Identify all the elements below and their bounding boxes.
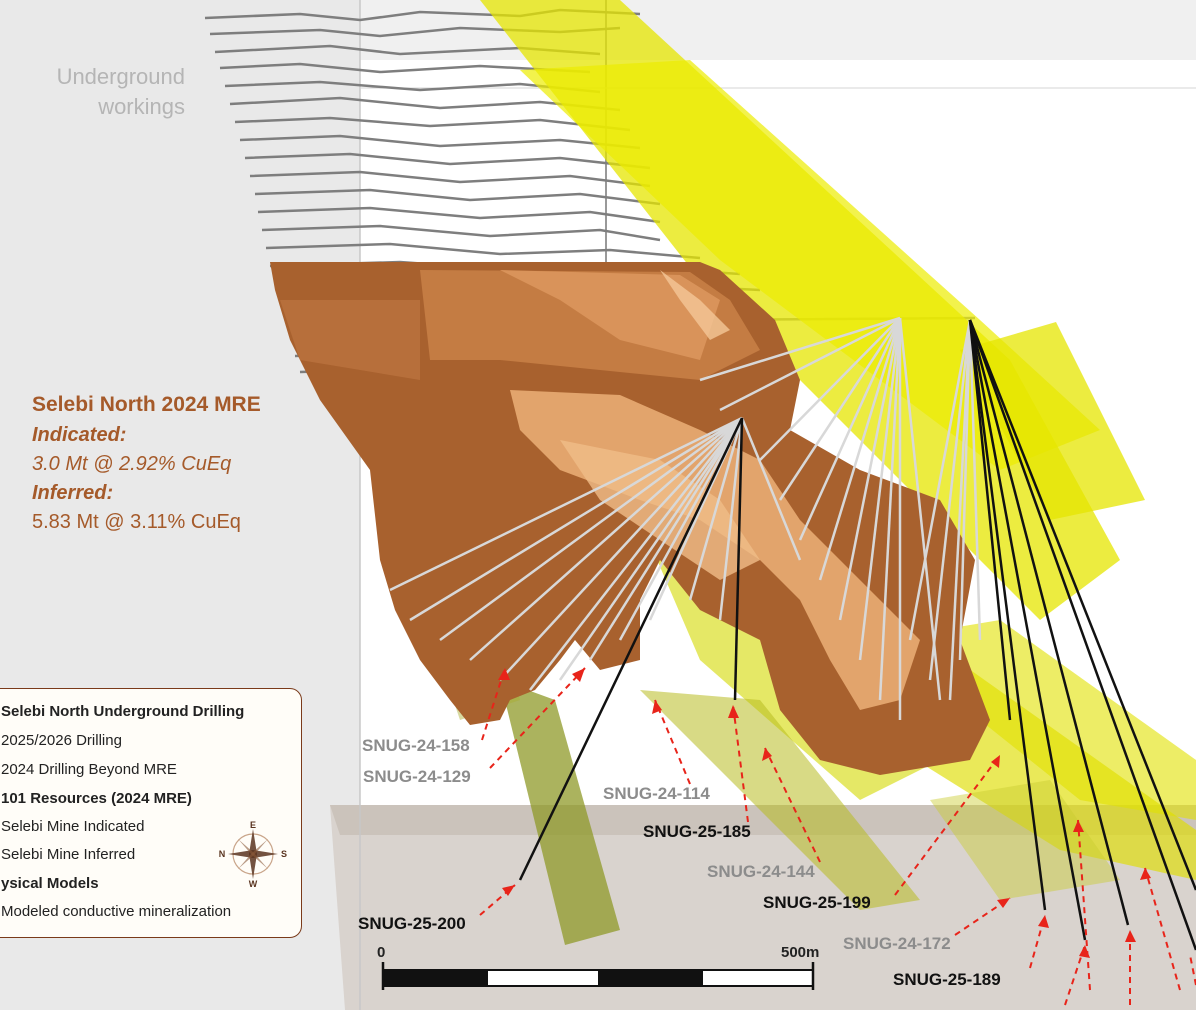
legend-item-conductive: Modeled conductive mineralization: [1, 903, 232, 920]
hole-label-snug-24-114: SNUG-24-114: [603, 784, 710, 803]
mre-inferred-value: 5.83 Mt @ 3.11% CuEq: [32, 511, 241, 533]
scale-bar: [381, 962, 815, 990]
compass-w: W: [249, 879, 258, 889]
legend-heading-drilling: Selebi North Underground Drilling: [1, 703, 245, 720]
underground-label-line2: workings: [98, 94, 185, 119]
compass-n: N: [219, 849, 226, 859]
drill-holes-black: [518, 319, 1196, 951]
mre-title: Selebi North 2024 MRE: [32, 393, 261, 416]
drill-fans-grey: [389, 316, 982, 720]
legend-heading-resources: 101 Resources (2024 MRE): [1, 790, 192, 807]
scale-start-label: 0: [377, 944, 386, 961]
legend-item-indicated: Selebi Mine Indicated: [1, 818, 145, 835]
legend-item-2025-2026-drilling: 2025/2026 Drilling: [1, 732, 122, 749]
hole-label-snug-24-172: SNUG-24-172: [843, 934, 951, 953]
hole-label-snug-25-185: SNUG-25-185: [643, 822, 751, 841]
mre-indicated-value: 3.0 Mt @ 2.92% CuEq: [32, 453, 232, 475]
mre-indicated-label: Indicated:: [32, 424, 127, 446]
arrowheads: [498, 668, 1151, 958]
underground-label-line1: Underground: [56, 64, 185, 89]
hole-label-snug-25-189: SNUG-25-189: [893, 970, 1001, 989]
scale-end-label: 500m: [781, 944, 820, 961]
hole-label-snug-25-200: SNUG-25-200: [358, 914, 466, 933]
compass-icon: E W N S: [219, 820, 287, 889]
hole-label-snug-24-158: SNUG-24-158: [362, 736, 470, 755]
compass-s: S: [281, 849, 287, 859]
legend-box: Selebi North Underground Drilling 2025/2…: [0, 688, 302, 938]
legend-item-inferred: Selebi Mine Inferred: [1, 846, 136, 863]
hole-label-snug-25-199: SNUG-25-199: [763, 893, 871, 912]
mre-inferred-label: Inferred:: [32, 482, 114, 504]
legend-heading-models: ysical Models: [1, 875, 99, 892]
legend-item-2024-drilling: 2024 Drilling Beyond MRE: [1, 761, 177, 778]
hole-label-snug-24-129: SNUG-24-129: [363, 767, 471, 786]
hole-label-snug-24-144: SNUG-24-144: [707, 862, 815, 881]
compass-e: E: [250, 820, 256, 830]
